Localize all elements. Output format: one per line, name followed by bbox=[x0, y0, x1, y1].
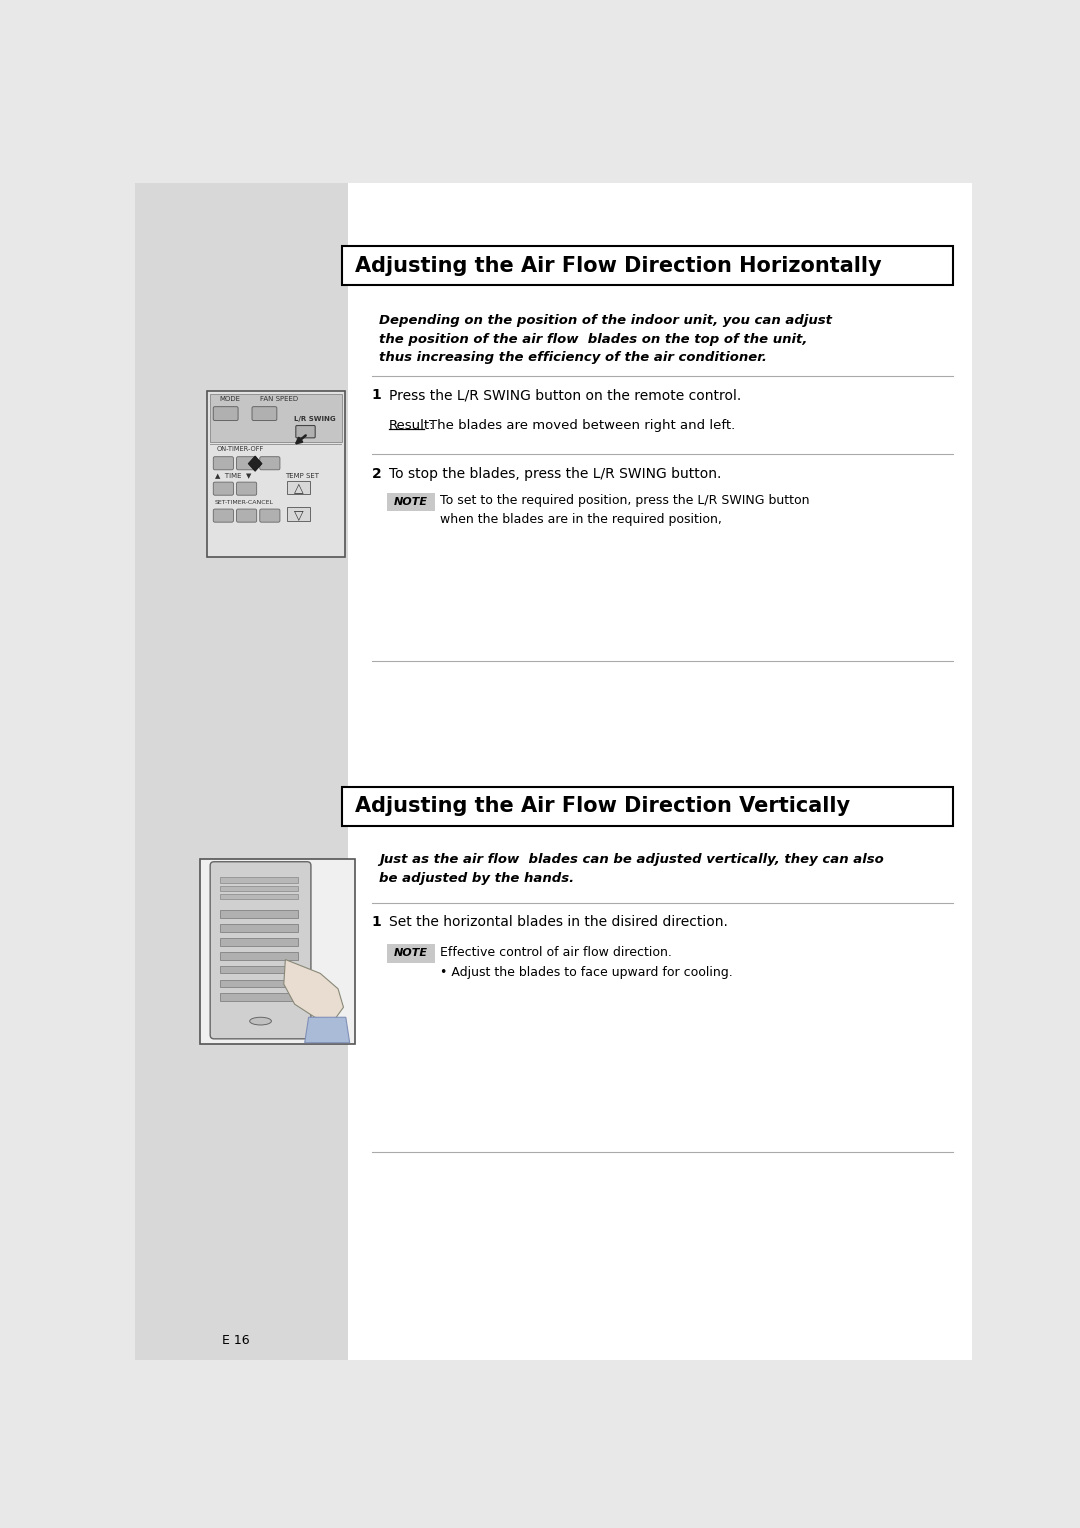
FancyBboxPatch shape bbox=[287, 507, 310, 521]
Text: ▽: ▽ bbox=[294, 509, 303, 521]
Text: Effective control of air flow direction.
• Adjust the blades to face upward for : Effective control of air flow direction.… bbox=[440, 946, 732, 978]
Bar bbox=[135, 183, 349, 1360]
Bar bbox=[220, 952, 298, 960]
Bar bbox=[220, 877, 298, 883]
FancyBboxPatch shape bbox=[213, 406, 238, 420]
FancyBboxPatch shape bbox=[200, 859, 355, 1044]
Text: L/R SWING: L/R SWING bbox=[294, 416, 336, 422]
Text: Set the horizontal blades in the disired direction.: Set the horizontal blades in the disired… bbox=[389, 915, 728, 929]
FancyBboxPatch shape bbox=[388, 494, 435, 512]
FancyBboxPatch shape bbox=[213, 483, 233, 495]
Text: SET-TIMER-CANCEL: SET-TIMER-CANCEL bbox=[215, 501, 274, 506]
Bar bbox=[220, 911, 298, 918]
FancyBboxPatch shape bbox=[296, 425, 315, 439]
Bar bbox=[211, 394, 342, 442]
Polygon shape bbox=[305, 1018, 350, 1042]
Text: 2: 2 bbox=[372, 466, 381, 481]
Text: FAN SPEED: FAN SPEED bbox=[260, 396, 298, 402]
FancyBboxPatch shape bbox=[388, 944, 435, 963]
FancyBboxPatch shape bbox=[260, 509, 280, 523]
Bar bbox=[220, 894, 298, 900]
Bar bbox=[220, 924, 298, 932]
Text: Adjusting the Air Flow Direction Horizontally: Adjusting the Air Flow Direction Horizon… bbox=[354, 255, 881, 275]
Text: NOTE: NOTE bbox=[394, 497, 428, 507]
Text: Press the L/R SWING button on the remote control.: Press the L/R SWING button on the remote… bbox=[389, 388, 741, 402]
FancyBboxPatch shape bbox=[213, 457, 233, 469]
Text: ON-TIMER-OFF: ON-TIMER-OFF bbox=[216, 446, 264, 452]
FancyBboxPatch shape bbox=[342, 246, 953, 286]
Text: 1: 1 bbox=[372, 388, 381, 402]
Text: To set to the required position, press the L/R SWING button
when the blades are : To set to the required position, press t… bbox=[440, 495, 809, 526]
FancyBboxPatch shape bbox=[260, 457, 280, 469]
Bar bbox=[349, 183, 972, 1360]
FancyBboxPatch shape bbox=[342, 787, 953, 825]
Polygon shape bbox=[248, 455, 262, 471]
FancyBboxPatch shape bbox=[213, 509, 233, 523]
Ellipse shape bbox=[249, 1018, 271, 1025]
Text: 1: 1 bbox=[372, 915, 381, 929]
FancyBboxPatch shape bbox=[252, 406, 276, 420]
Text: Depending on the position of the indoor unit, you can adjust
the position of the: Depending on the position of the indoor … bbox=[379, 315, 833, 364]
Bar bbox=[220, 886, 298, 891]
Bar bbox=[211, 443, 342, 445]
Bar bbox=[220, 938, 298, 946]
FancyBboxPatch shape bbox=[237, 483, 257, 495]
FancyBboxPatch shape bbox=[207, 391, 345, 556]
Text: TEMP SET: TEMP SET bbox=[284, 472, 319, 478]
Text: △: △ bbox=[294, 483, 303, 495]
Text: Just as the air flow  blades can be adjusted vertically, they can also
be adjust: Just as the air flow blades can be adjus… bbox=[379, 853, 885, 885]
FancyBboxPatch shape bbox=[287, 481, 310, 495]
FancyBboxPatch shape bbox=[237, 457, 257, 469]
Text: Adjusting the Air Flow Direction Vertically: Adjusting the Air Flow Direction Vertica… bbox=[354, 796, 850, 816]
Text: NOTE: NOTE bbox=[394, 949, 428, 958]
FancyBboxPatch shape bbox=[211, 862, 311, 1039]
Text: ▲  TIME  ▼: ▲ TIME ▼ bbox=[215, 472, 252, 478]
FancyBboxPatch shape bbox=[237, 509, 257, 523]
Text: Result:: Result: bbox=[389, 419, 434, 432]
Text: The blades are moved between right and left.: The blades are moved between right and l… bbox=[429, 419, 735, 432]
Bar bbox=[220, 966, 298, 973]
Bar bbox=[220, 993, 298, 1001]
Text: E 16: E 16 bbox=[221, 1334, 249, 1346]
Bar bbox=[220, 979, 298, 987]
Text: MODE: MODE bbox=[219, 396, 241, 402]
Polygon shape bbox=[284, 960, 343, 1021]
Text: To stop the blades, press the L/R SWING button.: To stop the blades, press the L/R SWING … bbox=[389, 466, 721, 481]
